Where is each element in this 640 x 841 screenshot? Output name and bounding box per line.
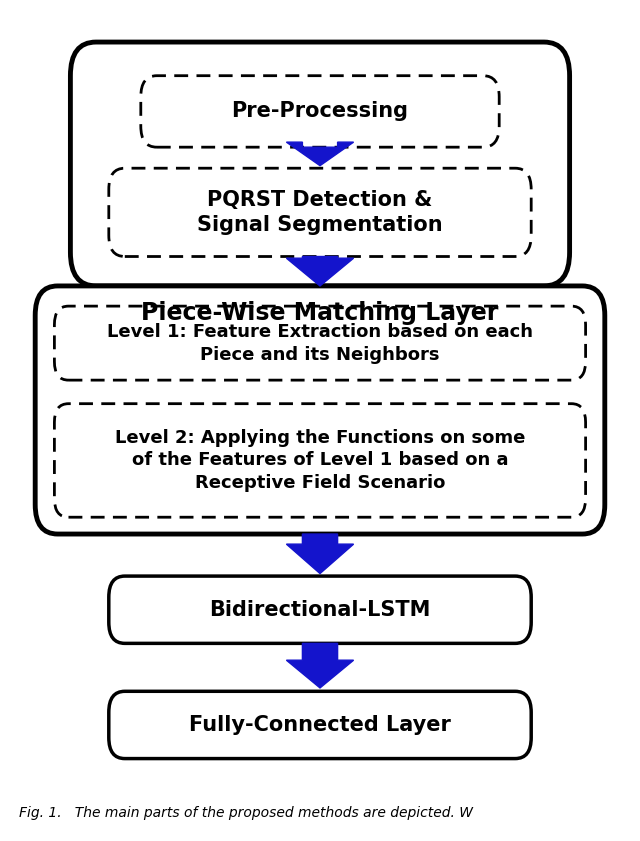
- Text: Level 2: Applying the Functions on some
of the Features of Level 1 based on a
Re: Level 2: Applying the Functions on some …: [115, 429, 525, 492]
- FancyBboxPatch shape: [109, 691, 531, 759]
- Text: Fig. 1.   The main parts of the proposed methods are depicted. W: Fig. 1. The main parts of the proposed m…: [19, 806, 473, 820]
- Text: Level 1: Feature Extraction based on each
Piece and its Neighbors: Level 1: Feature Extraction based on eac…: [107, 323, 533, 363]
- Text: PQRST Detection &
Signal Segmentation: PQRST Detection & Signal Segmentation: [197, 189, 443, 235]
- FancyBboxPatch shape: [109, 576, 531, 643]
- FancyArrow shape: [287, 142, 354, 166]
- Text: Fully-Connected Layer: Fully-Connected Layer: [189, 715, 451, 735]
- FancyBboxPatch shape: [141, 76, 499, 147]
- Text: Piece-Wise Matching Layer: Piece-Wise Matching Layer: [141, 301, 499, 325]
- FancyBboxPatch shape: [70, 42, 570, 286]
- FancyBboxPatch shape: [54, 306, 586, 380]
- FancyArrow shape: [287, 257, 354, 286]
- FancyArrow shape: [287, 534, 354, 574]
- Text: Bidirectional-LSTM: Bidirectional-LSTM: [209, 600, 431, 620]
- FancyBboxPatch shape: [35, 286, 605, 534]
- Text: Pre-Processing: Pre-Processing: [232, 102, 408, 121]
- FancyBboxPatch shape: [109, 168, 531, 257]
- FancyBboxPatch shape: [54, 404, 586, 517]
- FancyArrow shape: [287, 643, 354, 688]
